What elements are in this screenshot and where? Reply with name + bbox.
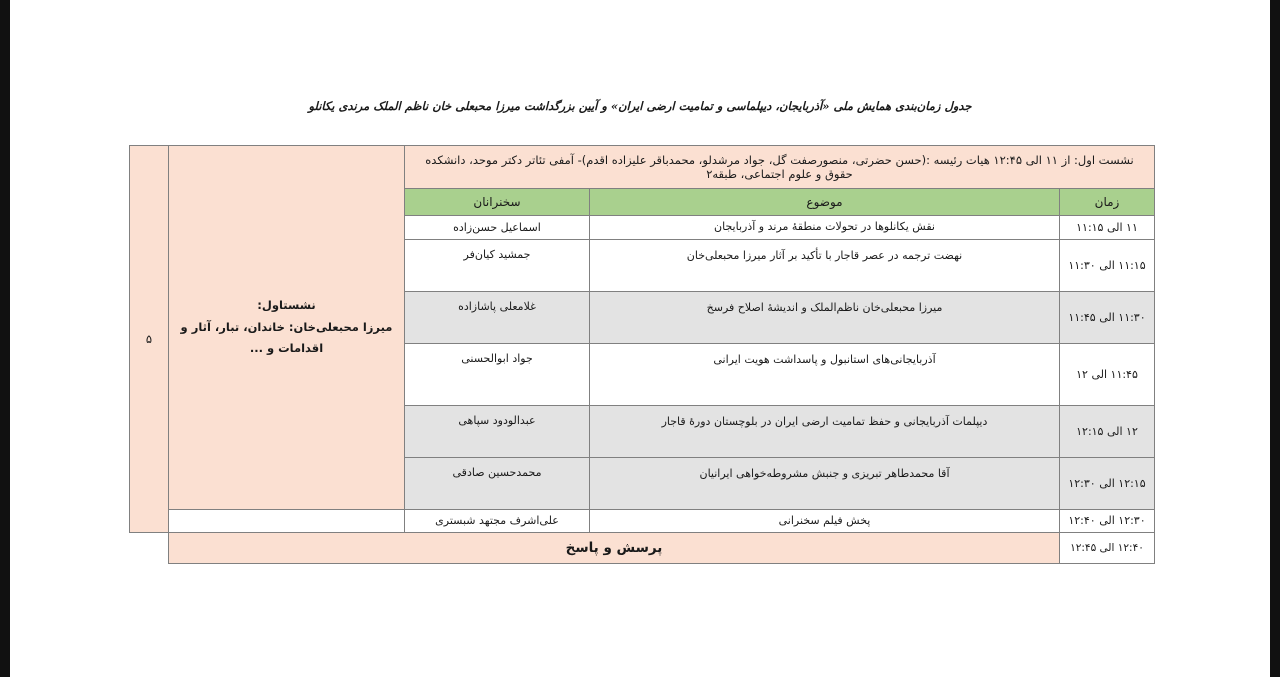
row-topic: میرزا محبعلی‌خان ناظم‌الملک و اندیشۀ اصل… <box>589 290 1060 344</box>
page-title: جدول زمان‌بندی همایش ملی «آذربایجان، دیپ… <box>308 99 972 113</box>
row-topic: آذربایجانی‌های استانبول و پاسداشت هویت ا… <box>589 342 1060 406</box>
row-topic: پخش فیلم سخنرانی <box>589 508 1060 533</box>
schedule-table: نشست اول: از ۱۱ الی ۱۲:۴۵ هیات رئیسه :(ح… <box>128 145 1156 564</box>
row-speaker: محمدحسین صادقی <box>403 456 591 510</box>
row-speaker: غلامعلی پاشازاده <box>403 290 591 344</box>
schedule-table-wrapper: نشست اول: از ۱۱ الی ۱۲:۴۵ هیات رئیسه :(ح… <box>128 145 1156 564</box>
row-speaker: عبدالودود سپاهی <box>403 404 591 458</box>
row-time: ۱۱:۳۰ الی ۱۱:۴۵ <box>1059 290 1155 344</box>
row-time: ۱۱:۱۵ الی ۱۱:۳۰ <box>1059 238 1155 292</box>
page-frame-right-bar <box>1270 0 1280 677</box>
column-header-time: زمان <box>1059 188 1155 216</box>
row-topic: دیپلمات آذربایجانی و حفظ تمامیت ارضی ایر… <box>589 404 1060 458</box>
table-row: ۱۲ الی ۱۲:۱۵ دیپلمات آذربایجانی و حفظ تم… <box>129 404 1155 458</box>
table-row: ۱۲:۳۰ الی ۱۲:۴۰ پخش فیلم سخنرانی علی‌اشر… <box>129 508 1155 533</box>
qa-time: ۱۲:۴۰ الی ۱۲:۴۵ <box>1059 532 1155 564</box>
column-header-row: زمان موضوع سخنرانان <box>129 188 1155 216</box>
session-title-cell: نشستاول: میرزا محبعلی‌خان: خاندان، تبار،… <box>167 145 405 510</box>
row-speaker: اسماعیل حسن‌زاده <box>403 215 591 240</box>
qa-row: ۱۲:۴۰ الی ۱۲:۴۵ پرسش و پاسخ <box>129 532 1155 564</box>
session-number-cell: ۵ <box>128 145 169 533</box>
qa-label: پرسش و پاسخ <box>167 532 1061 564</box>
column-header-topic: موضوع <box>589 188 1060 216</box>
row-topic: نهضت ترجمه در عصر قاجار با تأکید بر آثار… <box>589 238 1060 292</box>
table-row: ۱۲:۱۵ الی ۱۲:۳۰ آقا محمدطاهر تبریزی و جن… <box>129 456 1155 510</box>
row-time: ۱۲ الی ۱۲:۱۵ <box>1059 404 1155 458</box>
row-time: ۱۲:۱۵ الی ۱۲:۳۰ <box>1059 456 1155 510</box>
row-time: ۱۱:۴۵ الی ۱۲ <box>1059 342 1155 406</box>
table-row: ۱۱:۳۰ الی ۱۱:۴۵ میرزا محبعلی‌خان ناظم‌ال… <box>129 290 1155 344</box>
document-page: جدول زمان‌بندی همایش ملی «آذربایجان، دیپ… <box>10 0 1270 677</box>
session-title: میرزا محبعلی‌خان: خاندان، تبار، آثار و ا… <box>180 319 393 355</box>
session-banner-text: نشست اول: از ۱۱ الی ۱۲:۴۵ هیات رئیسه :(ح… <box>403 145 1156 189</box>
row-speaker: جمشید کیان‌فر <box>403 238 591 292</box>
session-banner-row: نشست اول: از ۱۱ الی ۱۲:۴۵ هیات رئیسه :(ح… <box>128 145 1156 533</box>
page-frame-left-bar <box>0 0 10 677</box>
column-header-speakers: سخنرانان <box>403 188 591 216</box>
row-time: ۱۱ الی ۱۱:۱۵ <box>1059 215 1155 240</box>
row-topic: آقا محمدطاهر تبریزی و جنبش مشروطه‌خواهی … <box>589 456 1060 510</box>
row-time: ۱۲:۳۰ الی ۱۲:۴۰ <box>1059 508 1155 533</box>
session-label: نشستاول: <box>257 298 316 313</box>
row-speaker: جواد ابوالحسنی <box>403 342 591 406</box>
row-speaker: علی‌اشرف مجتهد شبستری <box>403 508 591 533</box>
row-topic: نقش یکانلوها در تحولات منطقۀ مرند و آذرب… <box>589 215 1060 240</box>
table-row: ۱۱:۴۵ الی ۱۲ آذربایجانی‌های استانبول و پ… <box>129 342 1155 406</box>
